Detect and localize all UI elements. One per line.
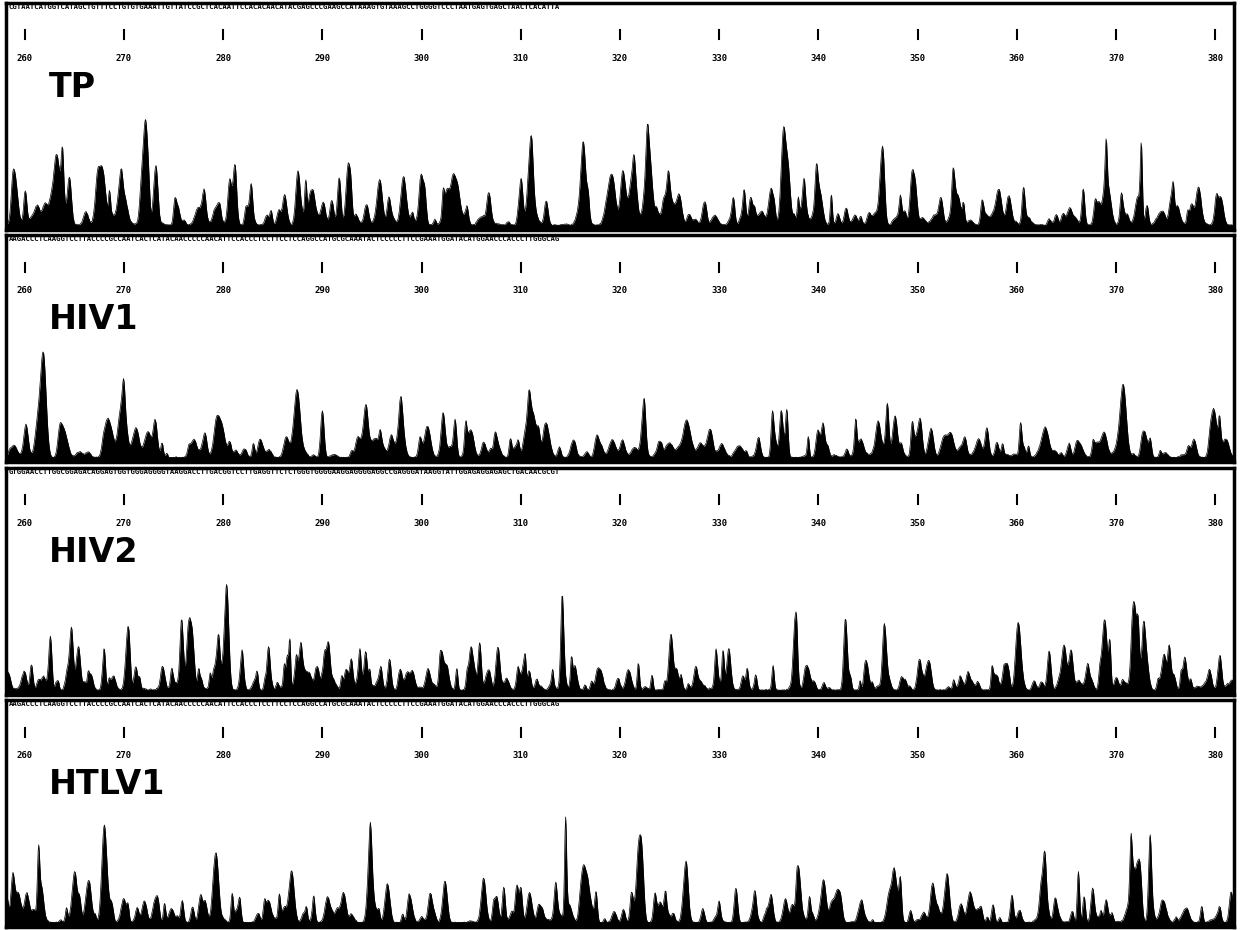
- Text: 280: 280: [215, 751, 231, 761]
- Text: 310: 310: [512, 751, 528, 761]
- Text: 370: 370: [1109, 519, 1125, 528]
- Text: 320: 320: [611, 54, 629, 63]
- Text: 350: 350: [910, 751, 926, 761]
- Text: 320: 320: [611, 286, 629, 296]
- Text: 300: 300: [413, 286, 429, 296]
- Text: 360: 360: [1009, 54, 1025, 63]
- Text: 330: 330: [712, 54, 728, 63]
- Text: 260: 260: [16, 519, 32, 528]
- Text: 310: 310: [512, 286, 528, 296]
- Text: TP: TP: [50, 71, 97, 104]
- Text: 330: 330: [712, 751, 728, 761]
- Text: 350: 350: [910, 519, 926, 528]
- Text: 300: 300: [413, 751, 429, 761]
- Text: 290: 290: [314, 286, 330, 296]
- Text: 360: 360: [1009, 751, 1025, 761]
- Text: 380: 380: [1208, 54, 1224, 63]
- Text: 380: 380: [1208, 751, 1224, 761]
- Text: CGTAATCATGGTCATAGCTGTTTCCTGTGTGAAATTGTTATCCGCTCACAATTCCACACAACATACGAGCCCGAAGCCAT: CGTAATCATGGTCATAGCTGTTTCCTGTGTGAAATTGTTA…: [9, 4, 560, 10]
- Text: 320: 320: [611, 751, 629, 761]
- Text: GTGGAACCTTGGCGGAGACAGGAGTGGTGGGAGGGGTAAGGACCTTGACGGTCCTTGAGGTTCTCTGGGTGGGGAAGGAG: GTGGAACCTTGGCGGAGACAGGAGTGGTGGGAGGGGTAAG…: [9, 469, 560, 475]
- Text: 340: 340: [811, 286, 827, 296]
- Text: 280: 280: [215, 54, 231, 63]
- Text: 260: 260: [16, 751, 32, 761]
- Text: 380: 380: [1208, 519, 1224, 528]
- Text: 290: 290: [314, 751, 330, 761]
- Text: 370: 370: [1109, 54, 1125, 63]
- Text: 310: 310: [512, 519, 528, 528]
- Text: 330: 330: [712, 519, 728, 528]
- Text: AAGACCCTCAAGGTCCTTACCCCGCCAATCACTCATACAACCCCCAACATTCCACCCTCCTTCCTCCAGGCCATGCGCAA: AAGACCCTCAAGGTCCTTACCCCGCCAATCACTCATACAA…: [9, 236, 560, 243]
- Text: 300: 300: [413, 54, 429, 63]
- Text: 270: 270: [115, 751, 131, 761]
- Text: AAGACCCTCAAGGTCCTTACCCCGCCAATCACTCATACAACCCCCAACATTCCACCCTCCTTCCTCCAGGCCATGCGCAA: AAGACCCTCAAGGTCCTTACCCCGCCAATCACTCATACAA…: [9, 701, 560, 708]
- Text: 290: 290: [314, 519, 330, 528]
- Text: 350: 350: [910, 54, 926, 63]
- Text: 340: 340: [811, 519, 827, 528]
- Text: 300: 300: [413, 519, 429, 528]
- Text: 340: 340: [811, 751, 827, 761]
- Text: 330: 330: [712, 286, 728, 296]
- Text: 360: 360: [1009, 519, 1025, 528]
- Text: HTLV1: HTLV1: [50, 768, 166, 802]
- Text: 270: 270: [115, 54, 131, 63]
- Text: 270: 270: [115, 286, 131, 296]
- Text: 270: 270: [115, 519, 131, 528]
- Text: 280: 280: [215, 286, 231, 296]
- Text: 350: 350: [910, 286, 926, 296]
- Text: 260: 260: [16, 54, 32, 63]
- Text: HIV2: HIV2: [50, 536, 139, 569]
- Text: 380: 380: [1208, 286, 1224, 296]
- Text: 280: 280: [215, 519, 231, 528]
- Text: 370: 370: [1109, 751, 1125, 761]
- Text: 310: 310: [512, 54, 528, 63]
- Text: 320: 320: [611, 519, 629, 528]
- Text: 260: 260: [16, 286, 32, 296]
- Text: 340: 340: [811, 54, 827, 63]
- Text: 370: 370: [1109, 286, 1125, 296]
- Text: 290: 290: [314, 54, 330, 63]
- Text: HIV1: HIV1: [50, 303, 139, 337]
- Text: 360: 360: [1009, 286, 1025, 296]
